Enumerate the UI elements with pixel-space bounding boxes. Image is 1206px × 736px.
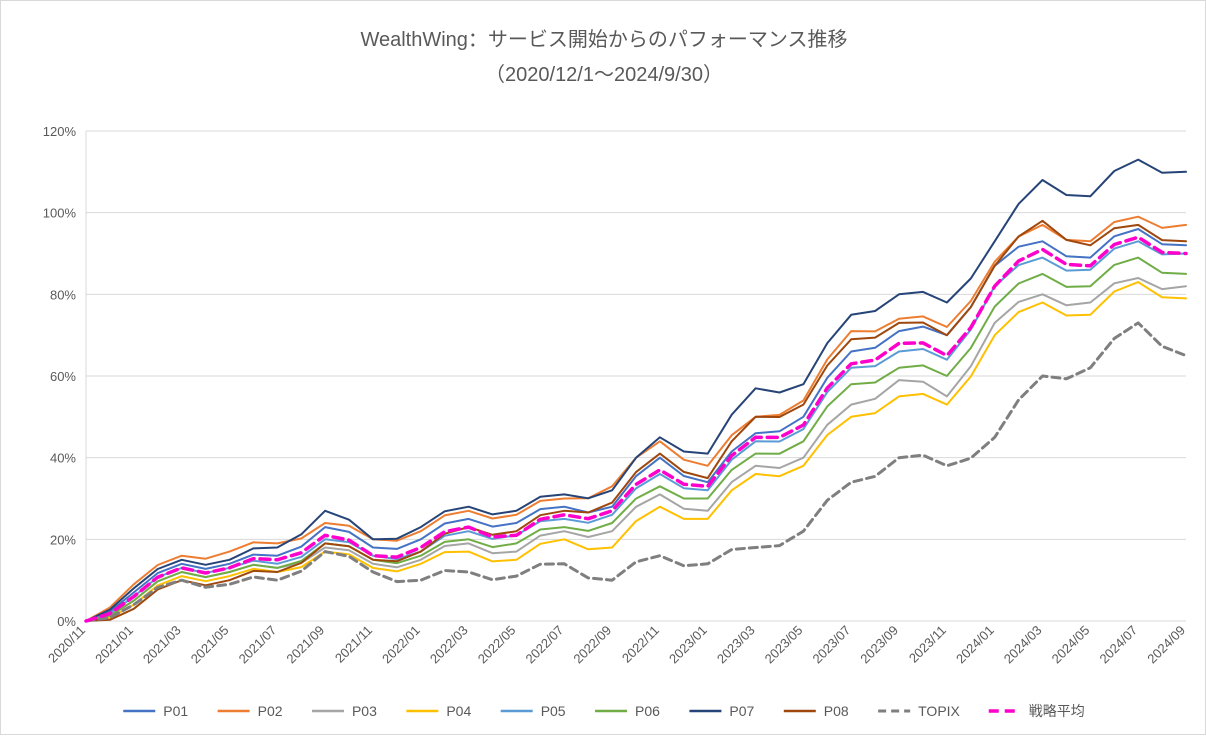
x-tick-label: 2021/01 [92,623,136,667]
plot-grid [86,131,1186,621]
x-tick-label: 2022/01 [379,623,423,667]
x-tick-label: 2022/11 [619,623,662,666]
chart-title-line1: WealthWing：サービス開始からのパフォーマンス推移 [360,28,847,51]
x-tick-label: 2023/05 [762,623,806,667]
legend-label-P07: P07 [729,703,754,719]
y-axis: 0%20%40%60%80%100%120% [43,124,77,629]
x-tick-label: 2021/05 [188,623,232,667]
legend-label-P06: P06 [635,703,660,719]
x-tick-label: 2024/09 [1144,623,1188,667]
y-tick-label: 100% [43,206,77,221]
chart-title-line2: （2020/12/1～2024/9/30） [485,63,723,86]
x-tick-label: 2023/07 [809,623,853,667]
x-tick-label: 2021/07 [236,623,280,667]
y-tick-label: 80% [50,287,76,302]
legend-label-TOPIX: TOPIX [918,703,960,719]
x-axis: 2020/112021/012021/032021/052021/072021/… [45,623,1188,667]
x-tick-label: 2024/07 [1096,623,1140,667]
legend-label-P01: P01 [163,703,188,719]
series-line-P05 [86,241,1186,621]
series-line-P07 [86,160,1186,621]
chart-legend: P01 P02 P03 P04 P05 P06 P07 P08 TOPIX 戦略平均 [123,703,1084,719]
plot-series-lines [86,160,1186,621]
y-tick-label: 120% [43,124,77,139]
x-tick-label: 2022/09 [570,623,614,667]
x-tick-label: 2021/11 [332,623,375,666]
legend-label-P08: P08 [824,703,849,719]
x-tick-label: 2022/07 [523,623,567,667]
y-tick-label: 40% [50,451,76,466]
x-tick-label: 2023/11 [906,623,949,666]
legend-label-P02: P02 [258,703,283,719]
x-tick-label: 2024/01 [953,623,997,667]
legend-label-P04: P04 [446,703,471,719]
x-tick-label: 2024/05 [1049,623,1093,667]
y-tick-label: 60% [50,369,76,384]
x-tick-label: 2022/05 [475,623,519,667]
legend-label-P03: P03 [352,703,377,719]
chart-container: WealthWing：サービス開始からのパフォーマンス推移 （2020/12/1… [0,0,1206,735]
x-tick-label: 2023/03 [714,623,758,667]
y-tick-label: 20% [50,532,76,547]
x-tick-label: 2023/09 [857,623,901,667]
x-tick-label: 2022/03 [427,623,471,667]
x-tick-label: 2021/09 [283,623,327,667]
x-tick-label: 2021/03 [140,623,184,667]
legend-label-P05: P05 [541,703,566,719]
x-tick-label: 2024/03 [1001,623,1045,667]
legend-label-戦略平均: 戦略平均 [1029,703,1085,719]
performance-line-chart: WealthWing：サービス開始からのパフォーマンス推移 （2020/12/1… [1,1,1206,736]
series-line-P04 [86,282,1186,621]
x-tick-label: 2023/01 [666,623,710,667]
